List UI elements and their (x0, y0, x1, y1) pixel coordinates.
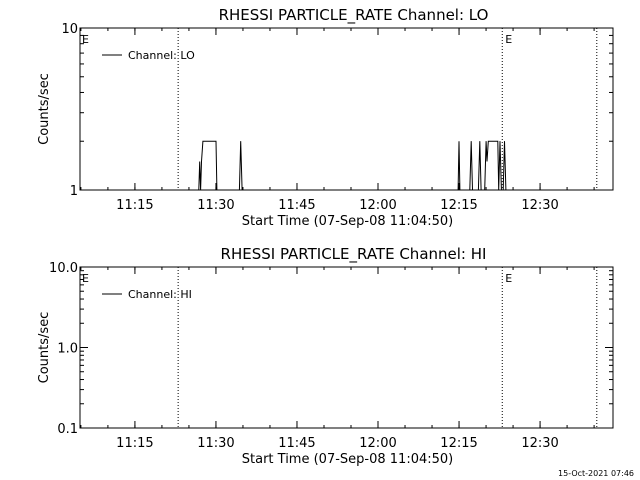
y-tick-label: 0.1 (57, 422, 78, 437)
event-line-label: E (505, 33, 512, 46)
chart-title: RHESSI PARTICLE_RATE Channel: LO (219, 6, 489, 25)
x-tick-label: 12:00 (359, 198, 396, 213)
series-line (198, 140, 507, 191)
x-tick-label: 12:15 (440, 198, 477, 213)
plot-timestamp: 15-Oct-2021 07:46 (558, 469, 634, 478)
x-tick-label: 12:30 (521, 198, 558, 213)
corner-event-label: E (82, 33, 89, 46)
legend-label: Channel: LO (128, 49, 195, 62)
x-tick-label: 11:45 (278, 436, 315, 451)
y-axis-label: Counts/sec (37, 312, 52, 384)
chart-title: RHESSI PARTICLE_RATE Channel: HI (221, 245, 487, 264)
y-tick-label: 10 (61, 22, 78, 37)
x-tick-label: 11:15 (116, 436, 153, 451)
legend-label: Channel: HI (128, 288, 192, 301)
x-tick-label: 11:45 (278, 198, 315, 213)
x-tick-label: 11:30 (197, 436, 234, 451)
x-axis-label: Start Time (07-Sep-08 11:04:50) (242, 452, 453, 467)
x-tick-label: 12:30 (521, 436, 558, 451)
panel-hi: RHESSI PARTICLE_RATE Channel: HI 11:15 11:… (37, 245, 614, 467)
y-tick-label: 1 (70, 184, 78, 199)
x-axis-label: Start Time (07-Sep-08 11:04:50) (242, 214, 453, 229)
y-tick-label: 10.0 (49, 261, 78, 276)
event-line-label: E (505, 272, 512, 285)
x-tick-label: 11:15 (116, 198, 153, 213)
panel-lo: RHESSI PARTICLE_RATE Channel: LO 11:15 11:… (37, 6, 614, 229)
y-tick-label: 1.0 (57, 342, 78, 357)
y-axis-label: Counts/sec (37, 73, 52, 145)
corner-event-label: E (82, 272, 89, 285)
x-tick-label: 12:00 (359, 436, 396, 451)
x-tick-label: 12:15 (440, 436, 477, 451)
x-tick-label: 11:30 (197, 198, 234, 213)
